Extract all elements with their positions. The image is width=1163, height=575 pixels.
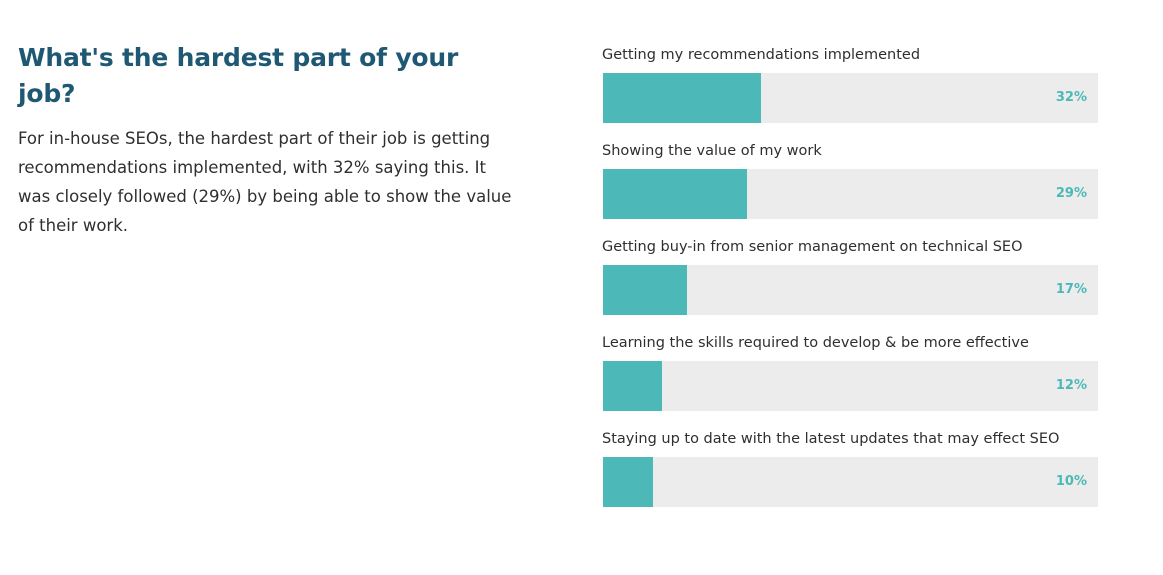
chart-row: Getting my recommendations implemented 32…: [602, 43, 1098, 139]
category-label: Learning the skills required to develop …: [602, 335, 1029, 351]
bar: [603, 169, 747, 219]
bar: [603, 361, 662, 411]
category-label: Getting buy-in from senior management on…: [602, 239, 1023, 255]
chart-row: Getting buy-in from senior management on…: [602, 235, 1098, 331]
value-label: 17%: [1055, 282, 1087, 297]
chart-row: Learning the skills required to develop …: [602, 331, 1098, 427]
value-label: 32%: [1055, 90, 1087, 105]
bar: [603, 457, 653, 507]
bar-track: 10%: [603, 457, 1098, 507]
bar-track: 12%: [603, 361, 1098, 411]
bar-track: 29%: [603, 169, 1098, 219]
category-label: Staying up to date with the latest updat…: [602, 431, 1060, 447]
bar: [603, 265, 687, 315]
value-label: 29%: [1055, 186, 1087, 201]
bar-track: 17%: [603, 265, 1098, 315]
bar-chart: Getting my recommendations implemented 32…: [602, 43, 1098, 523]
value-label: 12%: [1055, 378, 1087, 393]
chart-row: Staying up to date with the latest updat…: [602, 427, 1098, 523]
bar-track: 32%: [603, 73, 1098, 123]
bar: [603, 73, 761, 123]
chart-row: Showing the value of my work 29%: [602, 139, 1098, 235]
page-title: What's the hardest part of your job?: [18, 43, 459, 108]
intro-description: For in-house SEOs, the hardest part of t…: [18, 129, 512, 235]
category-label: Getting my recommendations implemented: [602, 47, 921, 63]
category-label: Showing the value of my work: [602, 143, 822, 159]
value-label: 10%: [1055, 474, 1087, 489]
intro-section: What's the hardest part of your job? For…: [18, 40, 518, 240]
